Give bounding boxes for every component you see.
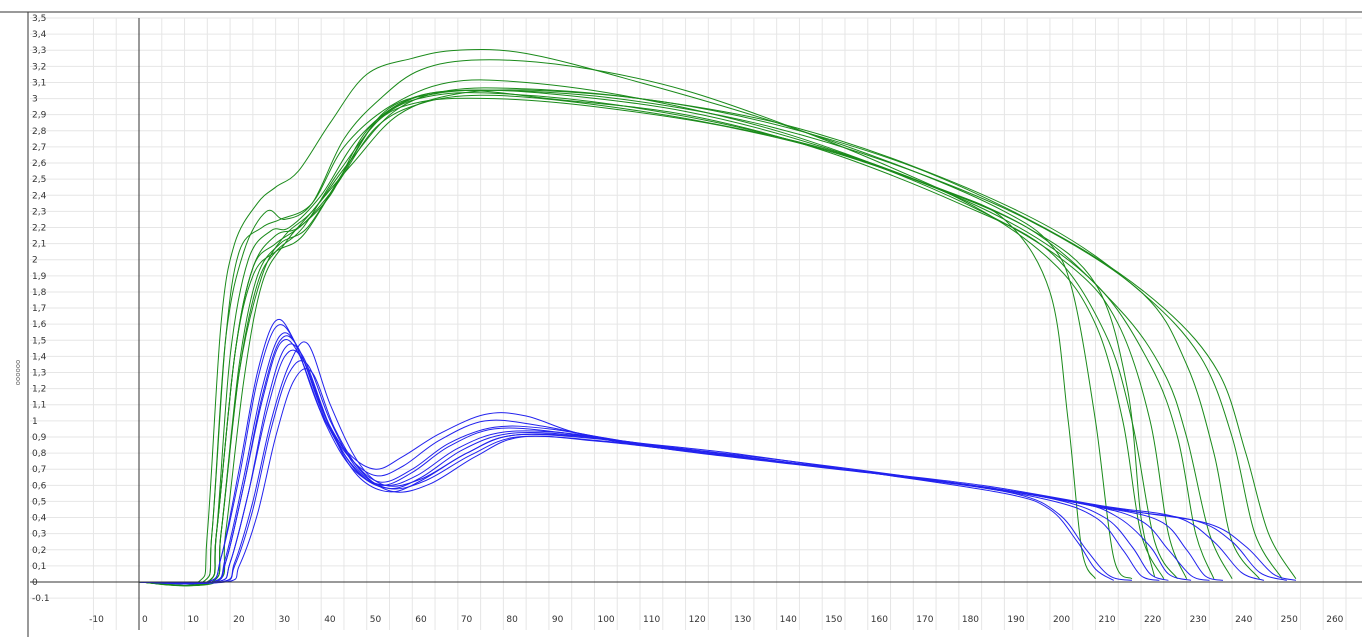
x-tick-label: 100 (597, 615, 614, 625)
y-tick-label: 0,9 (32, 433, 47, 443)
x-tick-label: 130 (734, 615, 751, 625)
y-tick-labels: -0.1 0 0,1 0,2 0,3 0,4 0,5 0,6 0,7 0,8 0,9 1 1,1 1,2 1… (32, 14, 50, 604)
series-line-green-11 (138, 89, 1297, 587)
y-tick-label: 2,5 (32, 175, 46, 185)
y-tick-label: 2,6 (32, 159, 47, 169)
y-tick-label: 1,4 (32, 352, 47, 362)
y-tick-label: 0 (32, 578, 38, 588)
x-tick-label: 160 (871, 615, 888, 625)
x-tick-label: 20 (233, 615, 245, 625)
y-tick-label: 1,1 (32, 401, 46, 411)
series-line-blue-13 (138, 324, 1133, 585)
y-tick-label: 3 (32, 95, 38, 105)
series-line-blue-21 (138, 368, 1297, 584)
x-tick-label: 170 (916, 615, 933, 625)
x-tick-label: 10 (188, 615, 200, 625)
y-tick-label: 1,8 (32, 288, 47, 298)
y-tick-label: 1,9 (32, 272, 47, 282)
y-tick-label: 0,8 (32, 449, 47, 459)
y-tick-label: 1,5 (32, 336, 46, 346)
x-tick-label: 220 (1144, 615, 1161, 625)
y-tick-label: 2,4 (32, 191, 47, 201)
x-tick-label: 250 (1281, 615, 1298, 625)
x-tick-label: 60 (415, 615, 427, 625)
x-tick-label: 40 (324, 615, 336, 625)
y-tick-label: 2,3 (32, 207, 46, 217)
x-tick-label: 150 (825, 615, 842, 625)
y-tick-label: 3,3 (32, 46, 46, 56)
series-layer (138, 48, 1297, 587)
y-tick-label: 0,5 (32, 497, 46, 507)
y-tick-label: 0,2 (32, 546, 46, 556)
y-tick-label: 0,3 (32, 530, 46, 540)
y-tick-label: 3,1 (32, 78, 46, 88)
x-tick-label: 90 (552, 615, 564, 625)
y-tick-label: 2,7 (32, 143, 46, 153)
series-line-green-9 (138, 89, 1260, 587)
y-tick-label: 3,4 (32, 30, 47, 40)
y-tick-label: 1,6 (32, 320, 47, 330)
y-tick-label: 0,1 (32, 562, 46, 572)
y-tick-label: 1,2 (32, 385, 46, 395)
series-line-blue-12 (138, 319, 1114, 585)
y-tick-label: -0.1 (32, 594, 50, 604)
y-tick-label: 3,5 (32, 14, 46, 24)
x-tick-label: 200 (1053, 615, 1070, 625)
y-tick-label: 3,2 (32, 62, 46, 72)
x-tick-label: 70 (461, 615, 473, 625)
x-tick-label: 240 (1235, 615, 1252, 625)
x-tick-label: 110 (643, 615, 660, 625)
axes-layer (0, 11, 1362, 637)
y-tick-label: 0,7 (32, 465, 46, 475)
x-tick-label: 190 (1007, 615, 1024, 625)
x-tick-label: 260 (1326, 615, 1343, 625)
y-tick-label: 2,8 (32, 127, 47, 137)
x-tick-label: -10 (89, 615, 104, 625)
series-line-green-10 (138, 87, 1283, 587)
y-tick-label: 1 (32, 417, 38, 427)
x-tick-labels: -10 0 10 20 30 40 50 60 70 80 90 100 110 120 130 140 150… (89, 615, 1344, 625)
x-tick-label: 230 (1190, 615, 1207, 625)
x-tick-label: 50 (370, 615, 382, 625)
y-tick-label: 0,6 (32, 481, 47, 491)
series-line-blue-14 (138, 332, 1160, 585)
y-tick-label: 2,1 (32, 240, 46, 250)
x-tick-label: 30 (279, 615, 291, 625)
x-tick-label: 80 (506, 615, 518, 625)
x-tick-label: 180 (962, 615, 979, 625)
series-line-green-7 (138, 97, 1215, 587)
x-tick-label: 210 (1098, 615, 1115, 625)
x-tick-label: 120 (689, 615, 706, 625)
y-tick-label: 2,9 (32, 111, 47, 121)
y-tick-label: 1,7 (32, 304, 46, 314)
y-tick-label: 2 (32, 256, 38, 266)
x-tick-label: 0 (142, 615, 148, 625)
y-tick-label: 0,4 (32, 514, 47, 524)
y-tick-label: 1,3 (32, 369, 46, 379)
y-axis-label: oooooo (14, 360, 22, 386)
y-tick-label: 2,2 (32, 223, 46, 233)
x-tick-label: 140 (780, 615, 797, 625)
